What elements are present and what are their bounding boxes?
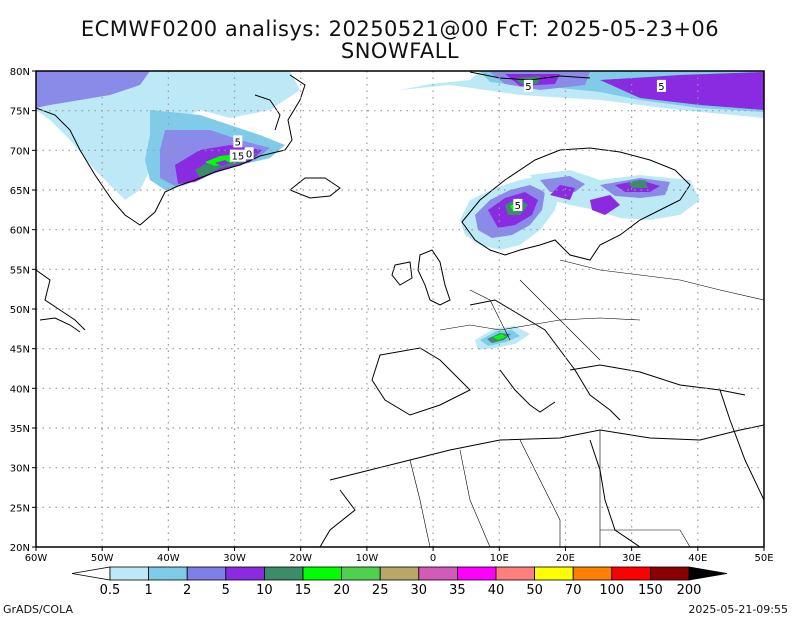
coastlines [36, 71, 764, 547]
lat-tick-label: 35N [10, 424, 30, 435]
contour-label: 5 [515, 201, 521, 212]
contour-label: 5 [525, 82, 531, 93]
contour-label: 5 [658, 82, 664, 93]
legend-label: 40 [488, 583, 505, 598]
lon-tick-label: 50W [91, 553, 114, 564]
lon-tick-label: 50E [754, 553, 773, 564]
contour-label-bg [229, 149, 246, 162]
color-legend: 0.5 1 2 5 10 15 20 25 30 35 40 50 70 100 150 200 [71, 566, 728, 598]
legend-swatch [341, 566, 381, 581]
lon-tick-label: 20E [556, 553, 575, 564]
contour-label-bg [244, 147, 254, 160]
lat-tick-label: 45N [10, 345, 30, 356]
lat-tick-label: 60N [10, 226, 30, 237]
legend-left-arrow [71, 566, 111, 581]
legend-label: 1 [144, 583, 152, 598]
legend-swatch [148, 566, 188, 581]
legend-label: 2 [183, 583, 191, 598]
legend-swatch [456, 566, 497, 581]
lon-tick-label: 20W [289, 553, 312, 564]
lon-tick-label: 10E [490, 553, 509, 564]
legend-swatch [650, 566, 690, 581]
contour-label-bg [233, 135, 243, 148]
lat-tick-label: 40N [10, 384, 30, 395]
contour-label: 5 [235, 137, 241, 148]
map-title: ECMWF0200 analisys: 20250521@00 FcT: 202… [80, 17, 720, 41]
lon-tick-label: 30E [622, 553, 641, 564]
contour-label-bg [523, 79, 533, 92]
legend-swatch [109, 566, 149, 581]
legend-label: 15 [295, 583, 312, 598]
legend-swatch [572, 566, 613, 581]
footer-timestamp: 2025-05-21-09:55 [688, 603, 788, 616]
legend-swatch [379, 566, 420, 581]
legend-label: 20 [333, 583, 350, 598]
legend-swatch [186, 566, 227, 581]
lat-tick-label: 55N [10, 265, 30, 276]
legend-label: 30 [411, 583, 428, 598]
contour-label-bg [513, 198, 523, 211]
lon-tick-label: 0 [430, 553, 436, 564]
legend-label: 50 [526, 583, 543, 598]
legend-swatch [495, 566, 535, 581]
legend-swatch [225, 566, 265, 581]
legend-right-arrow [688, 566, 728, 581]
legend-label: 100 [599, 583, 624, 598]
legend-swatch [611, 566, 651, 581]
longitude-axis: 60W 50W 40W 30W 20W 10W 0 10E 20E 30E 40E 50E [25, 547, 774, 564]
legend-label: 0.5 [100, 583, 121, 598]
contour-labels: 515 05 55 [229, 79, 666, 212]
legend-label: 10 [256, 583, 273, 598]
lon-tick-label: 10W [356, 553, 379, 564]
legend-swatch [418, 566, 458, 581]
lat-tick-label: 65N [10, 186, 30, 197]
lat-tick-label: 30N [10, 464, 30, 475]
lon-tick-label: 60W [25, 553, 48, 564]
borders [409, 259, 764, 547]
contour-label-bg [656, 79, 666, 92]
lat-tick-label: 20N [10, 543, 30, 554]
lon-tick-label: 40W [157, 553, 180, 564]
legend-swatch [302, 566, 342, 581]
lat-tick-label: 25N [10, 503, 30, 514]
lat-tick-label: 80N [10, 67, 30, 78]
lat-tick-label: 50N [10, 305, 30, 316]
latitude-axis: 80N 75N 70N 65N 60N 55N 50N 45N 40N 35N 30N 25N 20N [10, 67, 36, 554]
contour-label: 15 [231, 152, 244, 163]
legend-label: 70 [565, 583, 582, 598]
lon-tick-label: 30W [223, 553, 246, 564]
map-subtitle: SNOWFALL [340, 39, 460, 63]
legend-label: 150 [638, 583, 663, 598]
graticule [36, 71, 764, 547]
lat-tick-label: 70N [10, 146, 30, 157]
lat-tick-label: 75N [10, 107, 30, 118]
legend-label: 200 [677, 583, 702, 598]
lon-tick-label: 40E [688, 553, 707, 564]
contour-label: 0 [246, 149, 252, 160]
legend-swatch [534, 566, 574, 581]
legend-label: 25 [372, 583, 389, 598]
footer-credit: GrADS/COLA [3, 603, 73, 616]
legend-label: 35 [449, 583, 466, 598]
legend-swatch [263, 566, 304, 581]
legend-label: 5 [222, 583, 230, 598]
